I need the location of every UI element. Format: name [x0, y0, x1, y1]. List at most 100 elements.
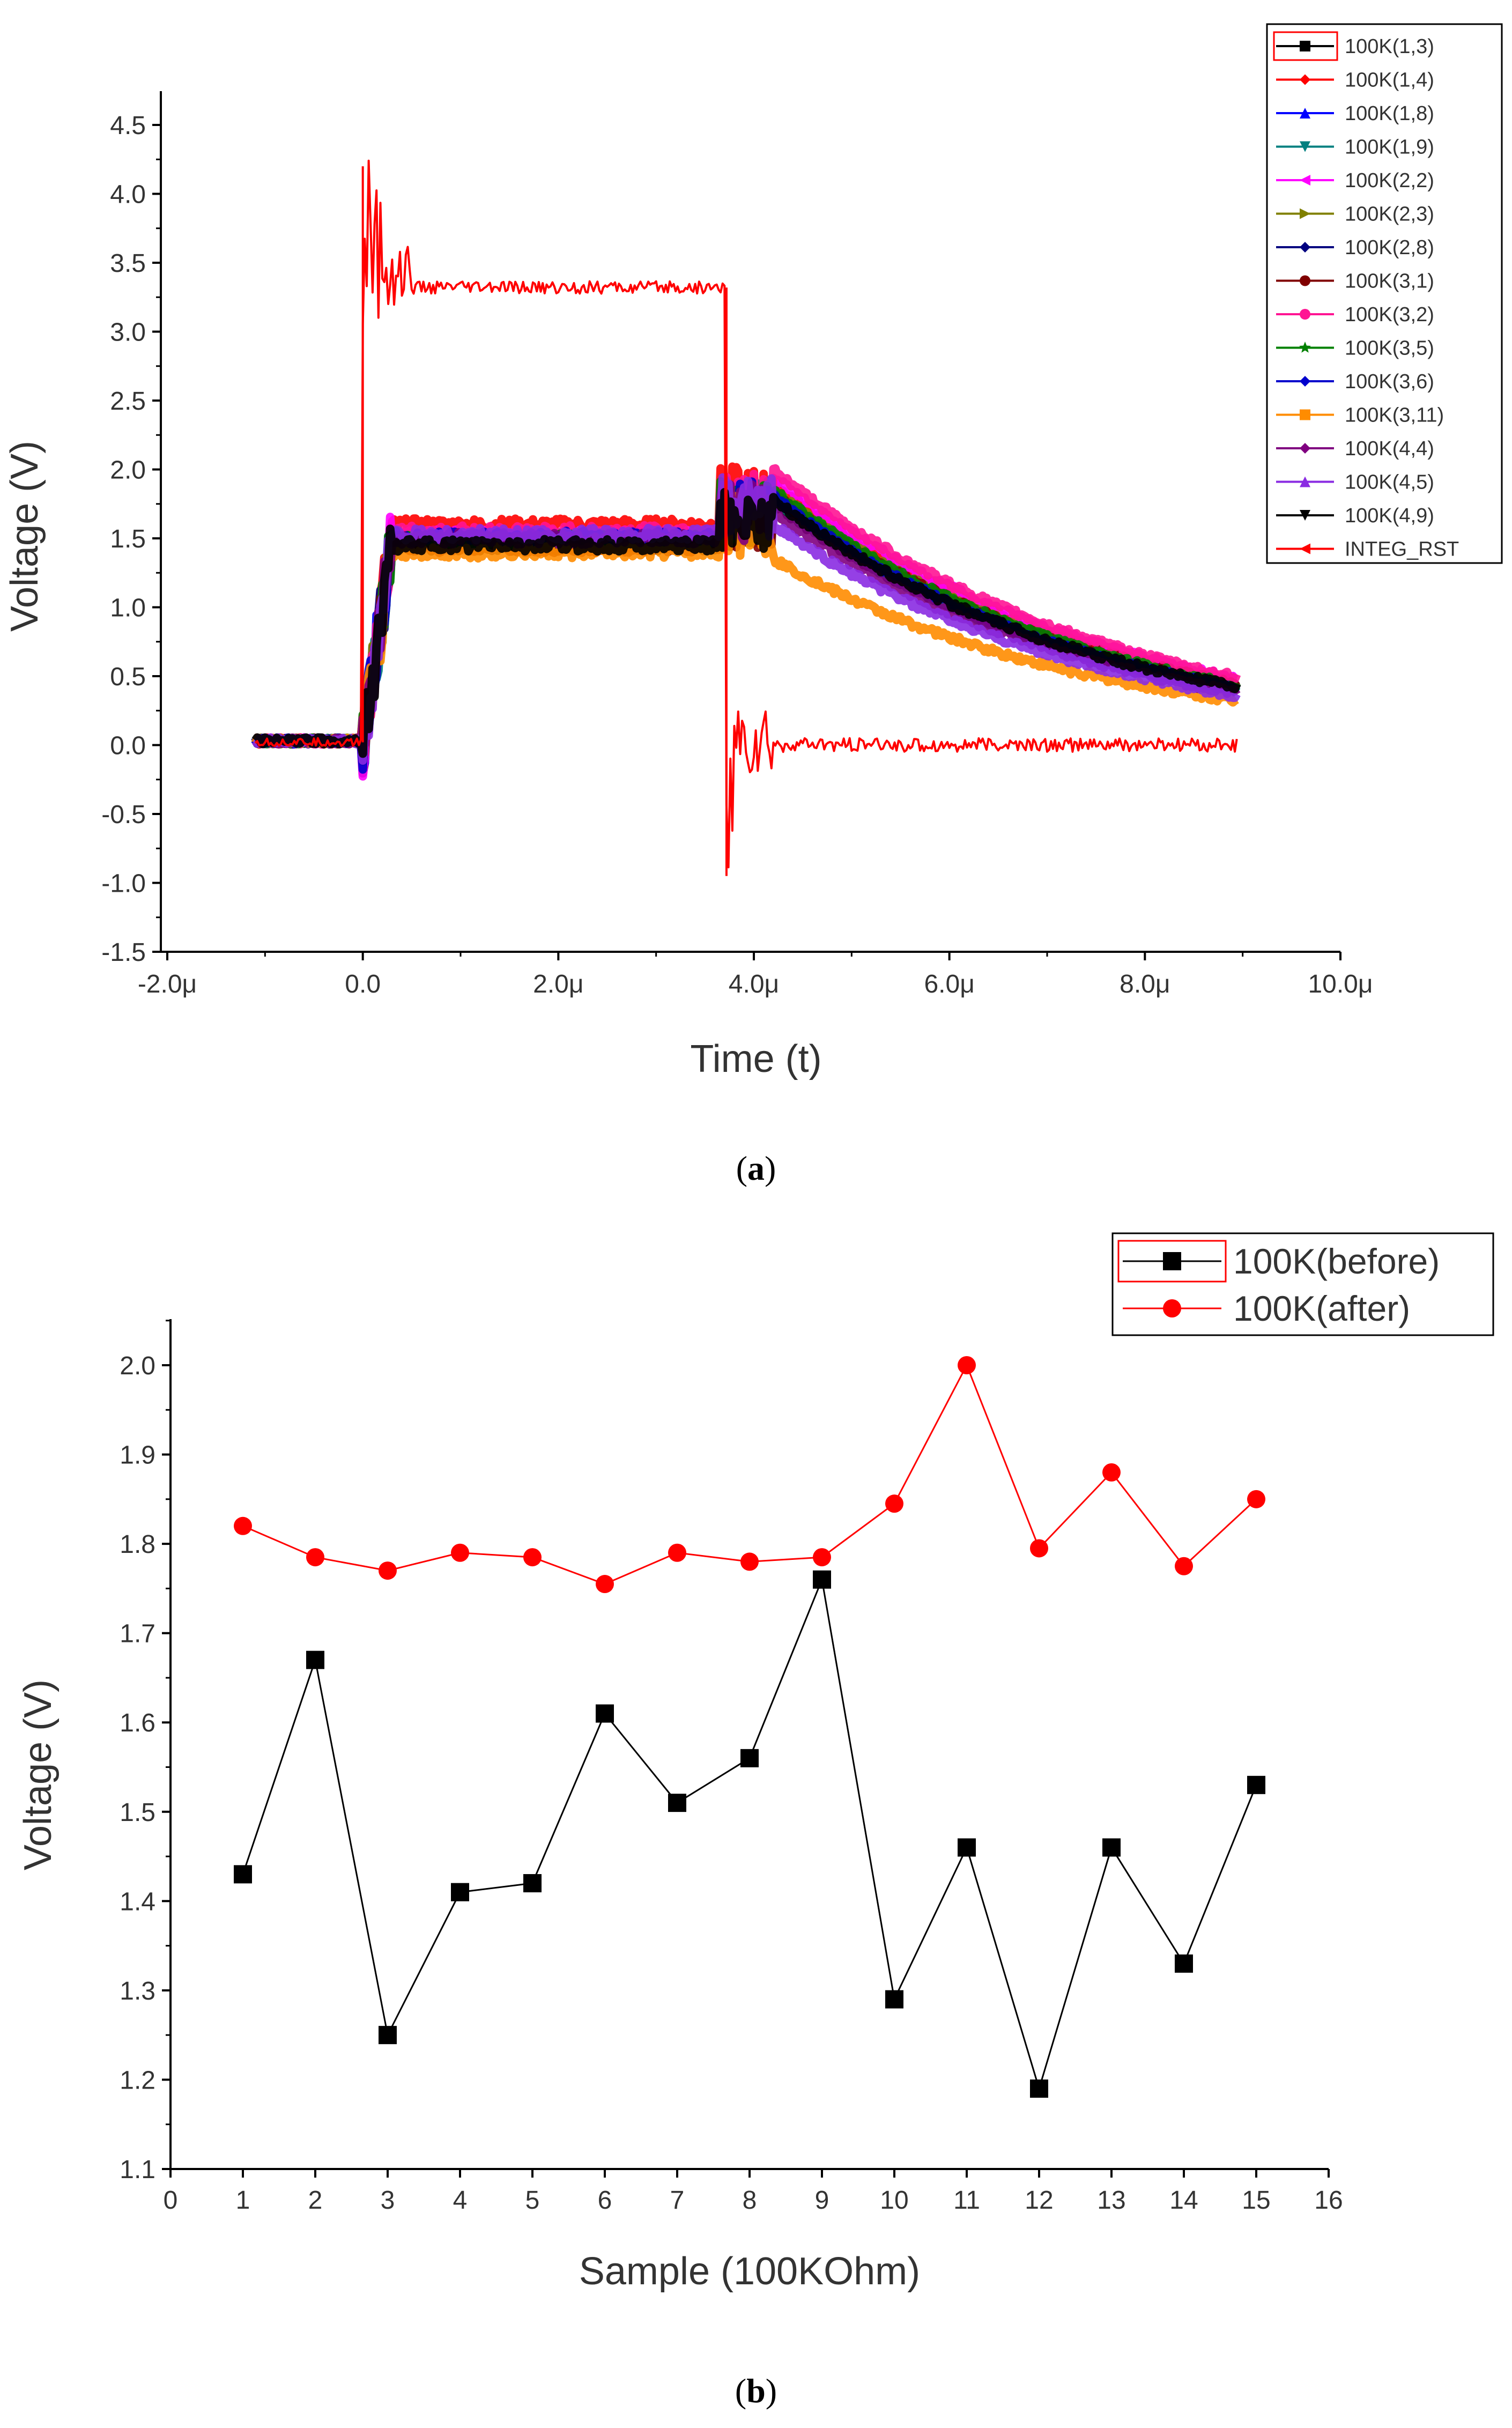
panel-b-x-tick-label: 9: [815, 2186, 829, 2215]
panel-a-legend-label: 100K(3,11): [1345, 404, 1444, 427]
panel-a-legend-label: INTEG_RST: [1345, 538, 1459, 561]
panel-a-legend-marker: [1300, 409, 1310, 420]
panel-a-legend-marker: [1300, 175, 1310, 186]
panel-b-x-tick-label: 14: [1169, 2186, 1198, 2215]
panel-a-legend-marker: [1300, 275, 1310, 286]
panel-a-series-line: [251, 488, 1241, 758]
panel-a-legend-highlight: [1273, 31, 1338, 61]
panel-a-legend-entry: 100K(2,8): [1276, 236, 1434, 259]
panel-a-series-line: [254, 159, 1238, 869]
panel-a-legend-label: 100K(4,5): [1345, 471, 1434, 494]
panel-b-data-point: [1102, 1838, 1121, 1857]
panel-a-legend-label: 100K(3,1): [1345, 270, 1434, 293]
panel-b-x-tick-label: 8: [743, 2186, 757, 2215]
panel-a-legend-entry: 100K(4,9): [1276, 505, 1434, 527]
panel-a-legend-label: 100K(1,9): [1345, 136, 1434, 159]
panel-a-legend-entry: 100K(1,9): [1276, 136, 1434, 159]
panel-b-data-point: [668, 1794, 686, 1812]
panel-b-caption-letter: b: [746, 2372, 766, 2410]
panel-a-x-tick-label: 4.0μ: [729, 970, 779, 998]
panel-a-x-tick-label: -2.0μ: [138, 970, 197, 998]
panel-b-data-point: [1030, 2079, 1048, 2098]
panel-b-x-tick-label: 10: [880, 2186, 908, 2215]
panel-a-legend-label: 100K(3,2): [1345, 304, 1434, 326]
panel-a-legend-marker: [1300, 543, 1310, 554]
panel-b-data-point: [379, 2026, 397, 2045]
panel-a-caption-letter: a: [747, 1149, 765, 1187]
panel-a-legend: 100K(1,3) 100K(1,4) 100K(1,8) 100K(1,9) 100K…: [1266, 23, 1503, 564]
panel-b-data-point: [813, 1570, 831, 1589]
panel-a-legend-marker: [1300, 141, 1310, 152]
panel-b-data-point: [1247, 1775, 1265, 1794]
panel-b-x-tick-label: 2: [308, 2186, 323, 2215]
panel-a-y-tick-label: -1.0: [101, 870, 146, 898]
panel-a-legend-entry: 100K(4,5): [1276, 471, 1434, 494]
panel-b-chart: 1.11.21.31.41.51.61.71.81.92.00 1 2 3 4 5 6 7 8 9…: [17, 1232, 1494, 2293]
panel-b-y-tick-label: 2.0: [120, 1352, 155, 1380]
panel-b-y-tick-label: 1.6: [120, 1709, 155, 1737]
panel-a-y-tick-label: 2.5: [110, 387, 146, 416]
panel-b-x-tick-label: 11: [953, 2186, 980, 2215]
panel-b-y-axis-label: Voltage (V): [17, 1679, 60, 1870]
panel-a-caption: (a): [736, 1149, 776, 1187]
panel-a-x-tick-label: 10.0μ: [1308, 970, 1373, 998]
panel-b-plot-area: [234, 1356, 1265, 2098]
panel-a-legend-entry: 100K(3,5): [1276, 337, 1434, 360]
panel-b-y-tick-label: 1.7: [120, 1620, 155, 1648]
panel-b-data-point: [451, 1883, 469, 1901]
panel-b-data-point: [451, 1543, 469, 1562]
panel-b-data-point: [1175, 1557, 1193, 1575]
panel-a-y-tick-label: 0.5: [110, 663, 146, 691]
panel-b-data-point: [1102, 1463, 1121, 1482]
panel-b-axes: [169, 1319, 1329, 2170]
panel-b-data-point: [379, 1561, 397, 1580]
panel-a-legend-entry: 100K(2,3): [1276, 203, 1434, 226]
panel-b-legend-entry: 100K(before): [1117, 1240, 1440, 1283]
panel-b-y-tick-label: 1.3: [120, 1977, 155, 2005]
panel-b-legend-highlight: [1117, 1240, 1227, 1283]
panel-a-legend-marker: [1299, 342, 1311, 353]
panel-b-legend: 100K(before) 100K(after): [1111, 1232, 1494, 1336]
panel-b-legend-marker: [1163, 1299, 1181, 1317]
panel-b-x-tick-label: 1: [236, 2186, 250, 2215]
panel-a-chart: -1.5 -1.0 -0.5 0.0 0.5 1.0 1.5 2.0 2.5 3.0 3.5 4.0 4…: [3, 23, 1503, 1080]
panel-b-y-tick-label: 1.8: [120, 1530, 155, 1559]
panel-a-legend-entry: 100K(1,4): [1276, 69, 1434, 92]
panel-a-legend-marker: [1300, 309, 1310, 320]
panel-a-legend-marker: [1300, 74, 1310, 85]
panel-b-data-point: [740, 1749, 759, 1767]
panel-a-legend-marker: [1300, 443, 1310, 454]
panel-a-ticks: -1.5 -1.0 -0.5 0.0 0.5 1.0 1.5 2.0 2.5 3.0 3.5 4.0 4…: [101, 112, 1373, 998]
panel-a-legend-entry: 100K(3,2): [1276, 304, 1434, 326]
panel-a-y-axis-label: Voltage (V): [3, 441, 46, 632]
panel-a-legend-entry: 100K(2,2): [1276, 169, 1434, 192]
panel-a-legend-label: 100K(1,8): [1345, 102, 1434, 125]
panel-a-legend-label: 100K(2,2): [1345, 169, 1434, 192]
panel-b-legend-label: 100K(after): [1233, 1289, 1410, 1328]
panel-b-data-point: [234, 1516, 252, 1535]
panel-a-legend-entry: 100K(1,8): [1276, 102, 1434, 125]
panel-a-y-tick-label: -1.5: [101, 938, 146, 967]
panel-b-data-point: [885, 1494, 903, 1513]
panel-a-legend-marker: [1300, 476, 1310, 487]
panel-b-data-point: [668, 1543, 686, 1562]
panel-a-plot-area: [251, 159, 1241, 876]
panel-a-y-tick-label: 1.0: [110, 594, 146, 623]
panel-b-data-point: [1175, 1954, 1193, 1973]
panel-a-y-tick-label: 4.5: [110, 112, 146, 140]
panel-b-x-tick-label: 13: [1097, 2186, 1125, 2215]
panel-a-y-tick-label: 2.0: [110, 456, 146, 485]
panel-b-y-tick-label: 1.2: [120, 2066, 155, 2094]
panel-a-y-tick-label: 3.5: [110, 249, 146, 278]
panel-a-x-tick-label: 2.0μ: [533, 970, 583, 998]
panel-a-legend-label: 100K(2,8): [1345, 236, 1434, 259]
panel-b-caption: (b): [735, 2372, 777, 2410]
panel-b-x-tick-label: 5: [525, 2186, 540, 2215]
panel-b-data-point: [1247, 1490, 1265, 1508]
panel-a-legend-label: 100K(4,4): [1345, 438, 1434, 460]
panel-a-legend-entry: INTEG_RST: [1276, 538, 1459, 561]
panel-a-legend-label: 100K(2,3): [1345, 203, 1434, 226]
panel-b-data-point: [740, 1552, 759, 1571]
